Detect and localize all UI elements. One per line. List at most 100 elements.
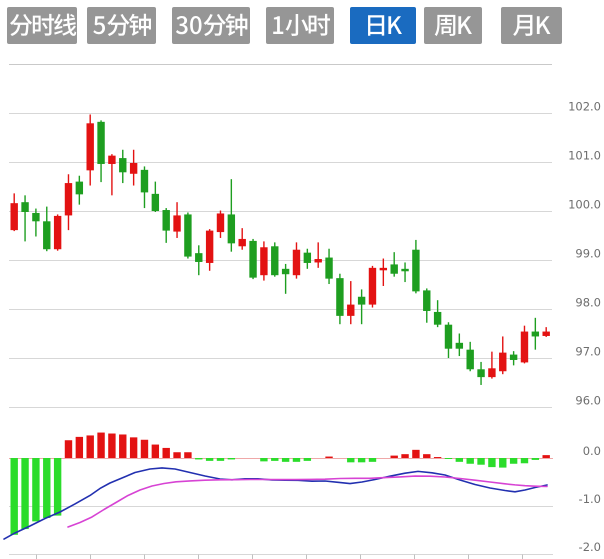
tab-1hour[interactable]: 1小时 [266, 7, 334, 44]
candle-body [64, 183, 73, 216]
candle [401, 262, 409, 283]
macd-bar [227, 458, 236, 460]
candle [531, 317, 540, 350]
macd-bar [325, 456, 333, 458]
dea-polyline [67, 475, 548, 528]
price-axis-labels: 102.0 101.0 100.0 99.0 98.0 97.0 96.0 [568, 100, 601, 408]
macd-bar [357, 458, 366, 463]
macd-bar [347, 458, 355, 463]
macd-bar [119, 434, 127, 458]
candle-wick [404, 262, 406, 283]
candle-body [151, 193, 160, 212]
tab-weekly-k[interactable]: 周K [424, 7, 482, 44]
candle [336, 273, 344, 325]
candle-body [205, 230, 214, 263]
tab-5min[interactable]: 5分钟 [87, 7, 156, 44]
candle-body [249, 240, 257, 278]
candle [129, 149, 138, 186]
price-axis-label: 102.0 [568, 100, 601, 114]
candle [195, 245, 203, 276]
candle [227, 179, 236, 252]
macd-axis-label: -2.0 [579, 540, 601, 554]
candle [184, 212, 192, 259]
tab-30min[interactable]: 30分钟 [172, 7, 250, 44]
price-axis-label: 100.0 [568, 198, 601, 212]
candle [140, 166, 149, 209]
candle-wick [393, 252, 395, 277]
candle [433, 300, 442, 328]
macd-bar [271, 458, 279, 461]
macd-bar [216, 458, 225, 461]
candle [21, 195, 29, 242]
macd-bar [444, 458, 453, 459]
period-tabbar: 分时线 5分钟 30分钟 1小时 日K 周K 月K [0, 0, 604, 51]
candle-body [466, 349, 474, 370]
macd-bar [423, 454, 431, 458]
candle [75, 175, 84, 205]
candle-body [444, 324, 453, 349]
candle-body [173, 215, 181, 232]
candle [260, 241, 268, 281]
candle [86, 114, 94, 186]
candle-body [53, 215, 62, 250]
macd-bar [162, 447, 170, 458]
candles-layer [10, 114, 550, 385]
candle [119, 149, 127, 184]
tab-label [501, 7, 562, 44]
macd-bar [509, 458, 518, 464]
candle-body [368, 267, 377, 305]
macd-bar [10, 458, 18, 535]
tab-monthly-k[interactable]: 月K [501, 7, 562, 44]
macd-axis-label: 0.0 [583, 444, 601, 458]
candle-body [195, 253, 203, 262]
candle-wick [317, 242, 319, 268]
tab-label [350, 7, 416, 44]
candle-body [75, 181, 84, 195]
candle-body [281, 268, 290, 275]
candle-body [314, 259, 322, 263]
candle-body [227, 214, 236, 244]
candle [423, 288, 431, 323]
candle [10, 193, 18, 232]
macd-bar [86, 435, 94, 458]
candle-body [499, 352, 507, 372]
macd-bar [32, 458, 40, 522]
candle [64, 174, 73, 231]
macd-bar [75, 436, 84, 458]
macd-bar [390, 455, 398, 458]
candle-body [531, 331, 540, 337]
candle [238, 228, 246, 250]
tab-daily-k[interactable]: 日K [350, 7, 416, 44]
candle [281, 263, 290, 294]
candle [292, 242, 301, 279]
macd-bar [129, 437, 138, 458]
candle [520, 325, 529, 364]
candle [488, 351, 496, 379]
tab-label [7, 7, 77, 44]
candle-body [390, 264, 398, 274]
candle [347, 281, 355, 325]
macd-bar [173, 452, 181, 458]
candle [314, 242, 322, 268]
candle-body [292, 249, 301, 276]
macd-bar [292, 458, 301, 462]
price-axis-label: 96.0 [575, 394, 601, 408]
dea-line [67, 475, 548, 528]
candle-body [162, 210, 170, 231]
price-gridlines [9, 64, 552, 408]
candle-wick [35, 208, 37, 237]
candle-wick [24, 195, 26, 242]
candle [542, 327, 550, 337]
candle [151, 181, 160, 212]
candle-body [108, 155, 116, 164]
macd-bar [64, 440, 73, 458]
candle-body [509, 354, 518, 360]
candle [466, 341, 474, 372]
candle [303, 248, 312, 269]
macd-bar [531, 458, 540, 460]
candle [97, 120, 105, 183]
candle-wick [284, 263, 287, 294]
macd-axis-label: -1.0 [579, 492, 601, 506]
tab-timeshare[interactable]: 分时线 [7, 7, 77, 44]
candle-body [119, 158, 127, 173]
